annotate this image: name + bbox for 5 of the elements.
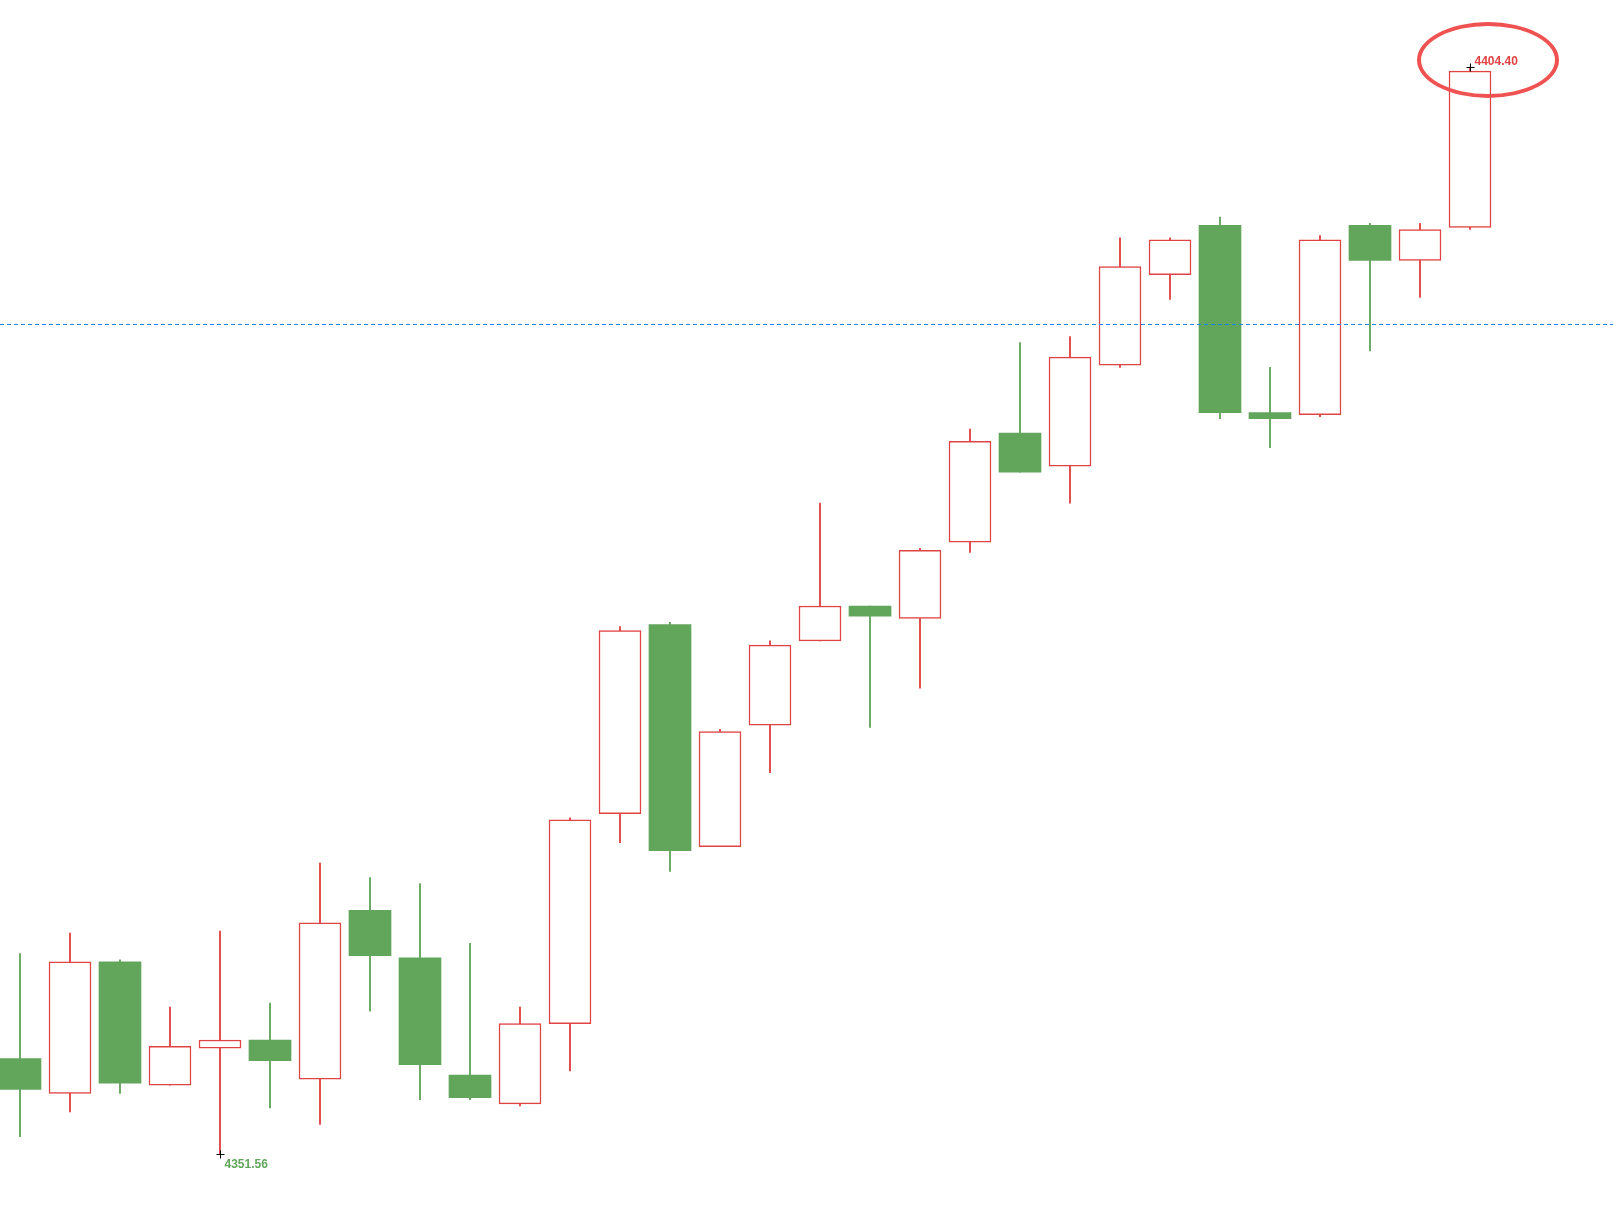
candlestick	[848, 605, 892, 728]
candlestick	[448, 943, 492, 1101]
text: 4351.56	[224, 1156, 269, 1171]
candlestick	[1248, 367, 1292, 448]
annotation: 4404.40	[1474, 53, 1519, 68]
